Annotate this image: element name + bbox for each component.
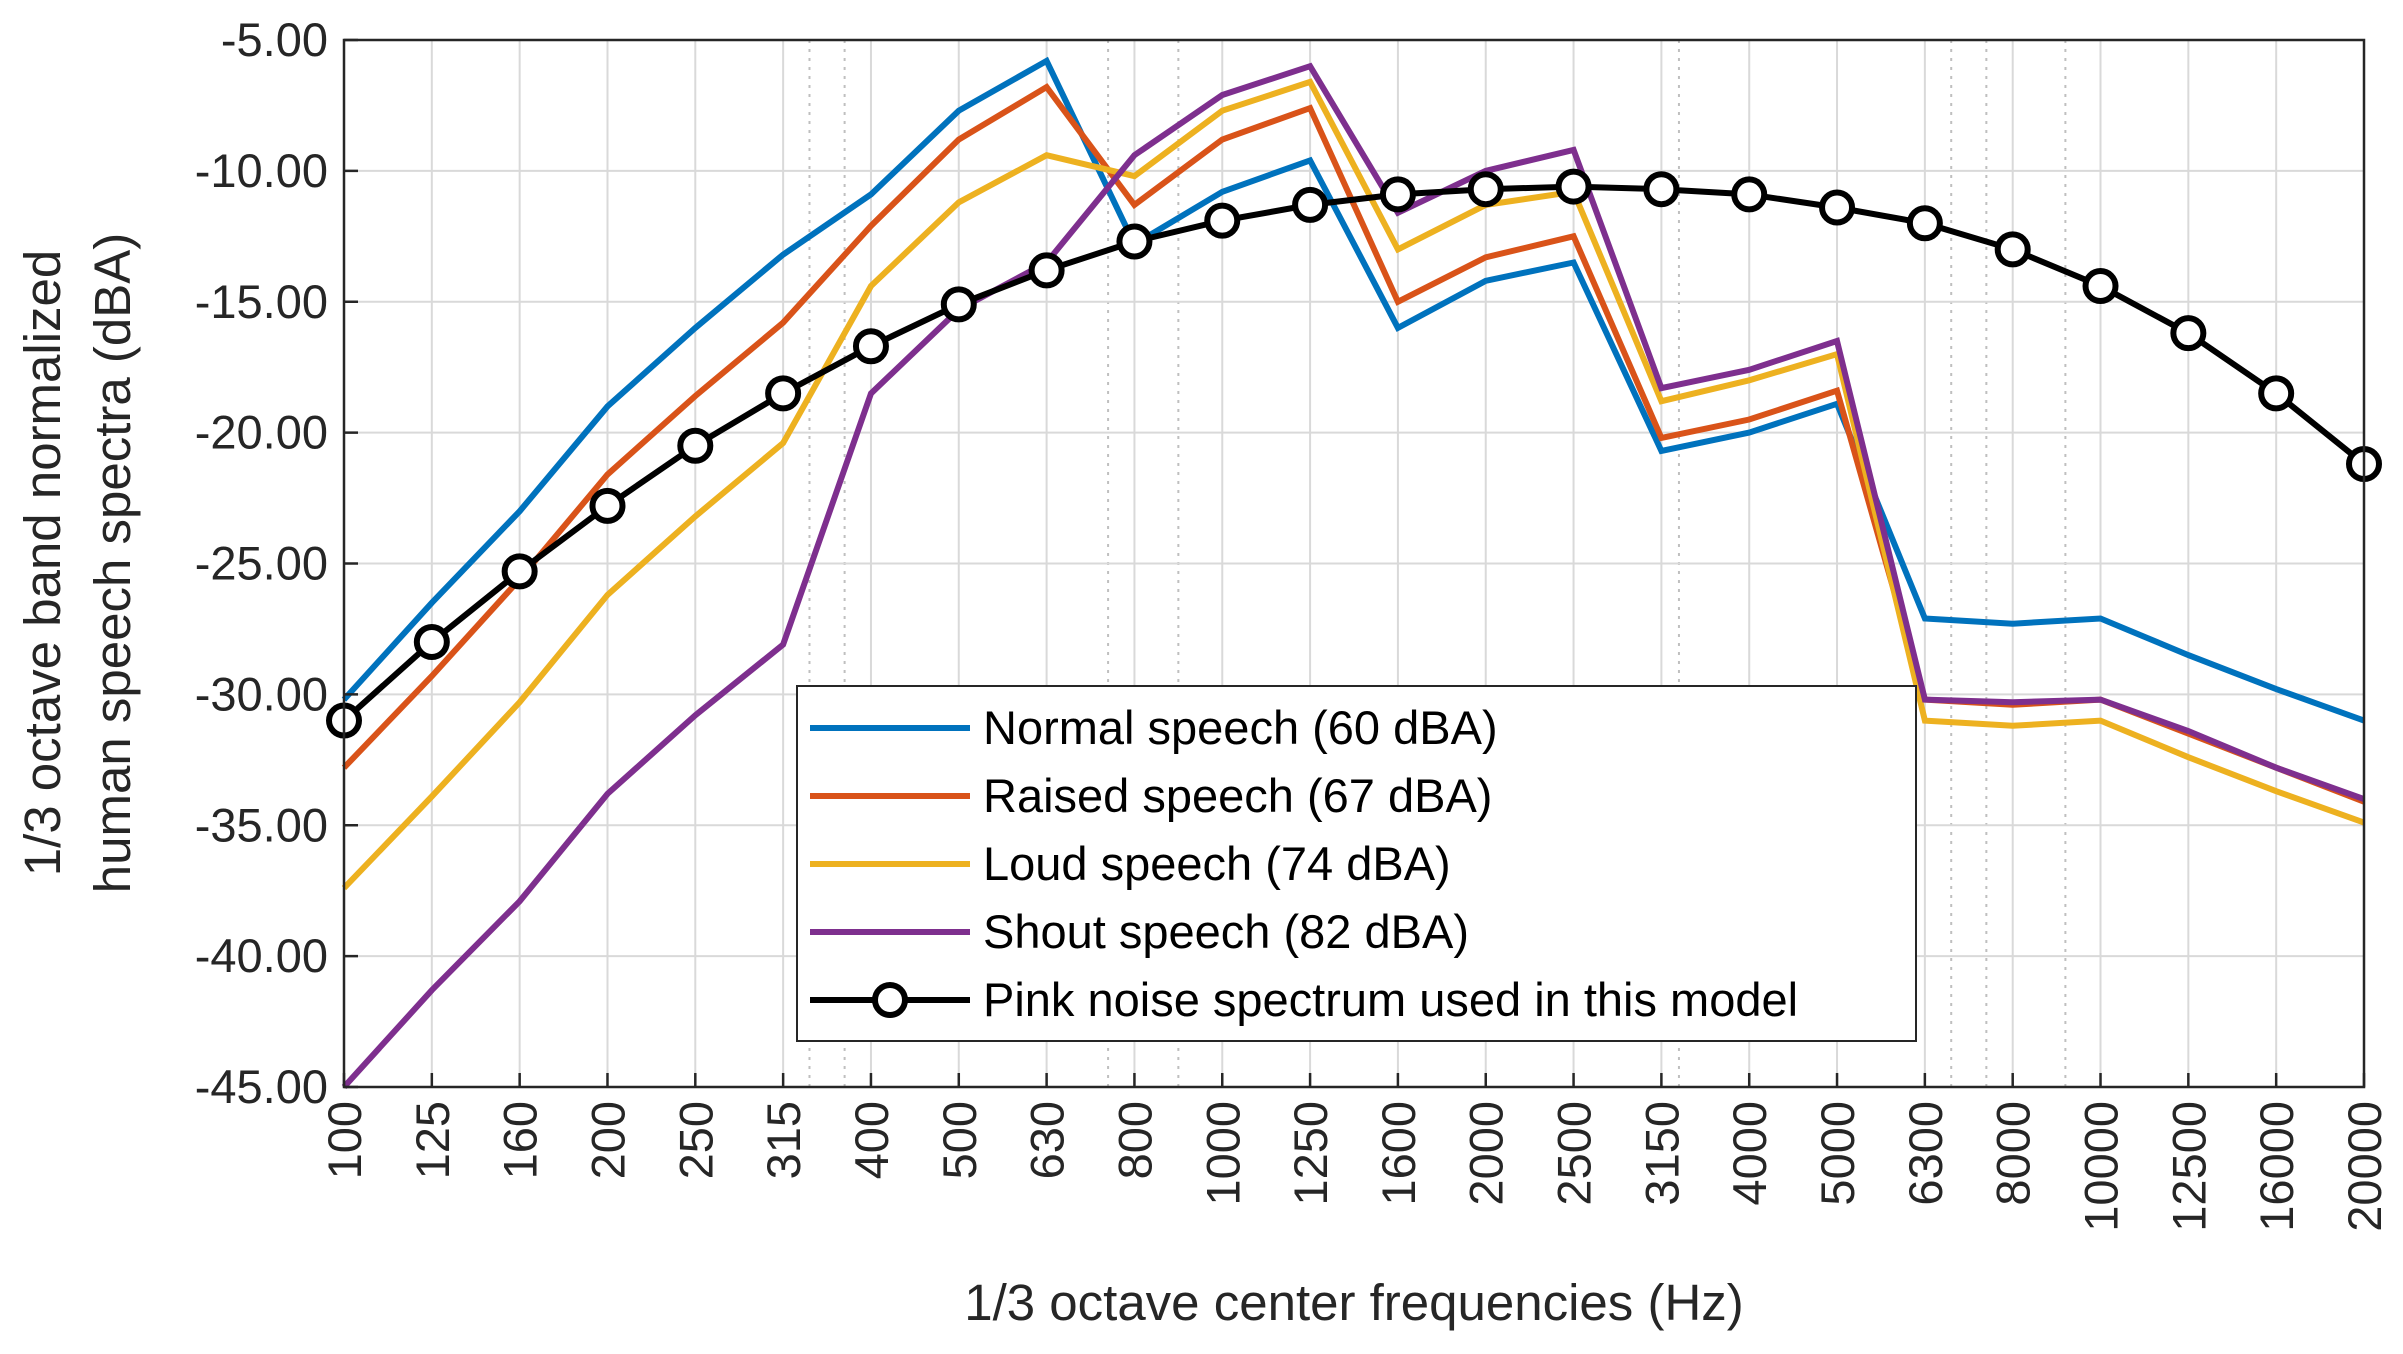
series-point xyxy=(1906,205,1943,242)
series-line-3 xyxy=(341,78,2366,891)
y-tick-label: -40.00 xyxy=(195,929,328,982)
series-point xyxy=(1994,231,2031,268)
y-tick-label: -25.00 xyxy=(195,537,328,590)
x-tick-label: 1250 xyxy=(1284,1101,1337,1206)
series-point xyxy=(1731,176,1768,213)
series-point xyxy=(501,553,538,590)
legend-marker xyxy=(872,982,908,1018)
x-tick-label: 6300 xyxy=(1899,1101,1952,1206)
series-point xyxy=(2258,375,2295,412)
series-point xyxy=(852,328,889,365)
y-axis-label: 1/3 octave band normalized human speech … xyxy=(14,233,141,894)
series-point xyxy=(2170,315,2207,352)
y-tick-label: -15.00 xyxy=(195,275,328,328)
series-point xyxy=(1467,171,1504,208)
x-tick-label: 315 xyxy=(757,1101,810,1179)
series-point xyxy=(1292,186,1329,223)
x-tick-label: 100 xyxy=(318,1101,371,1179)
series-line-1 xyxy=(341,56,2366,724)
legend-box xyxy=(796,685,1917,1042)
legend-label: Loud speech (74 dBA) xyxy=(983,837,1451,890)
y-tick-label: -35.00 xyxy=(195,798,328,851)
series-point xyxy=(1116,223,1153,260)
y-tick-label: -45.00 xyxy=(195,1060,328,1113)
series-point xyxy=(1819,189,1856,226)
series-point xyxy=(2082,268,2119,305)
x-tick-label: 200 xyxy=(581,1101,634,1179)
x-tick-label: 8000 xyxy=(1987,1101,2040,1206)
x-tick-label: 4000 xyxy=(1723,1101,1776,1206)
series-point xyxy=(677,427,714,464)
x-tick-label: 3150 xyxy=(1635,1101,1688,1206)
x-tick-label: 20000 xyxy=(2338,1101,2391,1232)
x-tick-label: 125 xyxy=(406,1101,459,1179)
x-tick-label: 500 xyxy=(933,1101,986,1179)
x-tick-label: 5000 xyxy=(1811,1101,1864,1206)
series-point xyxy=(1643,171,1680,208)
series-point xyxy=(1555,168,1592,205)
series-line-4 xyxy=(341,62,2366,1090)
legend-label: Pink noise spectrum used in this model xyxy=(983,973,1798,1026)
series-point xyxy=(1379,176,1416,213)
x-tick-label: 16000 xyxy=(2250,1101,2303,1232)
series-point xyxy=(589,487,626,524)
y-tick-label: -30.00 xyxy=(195,667,328,720)
x-tick-label: 2000 xyxy=(1460,1101,1513,1206)
legend-label: Normal speech (60 dBA) xyxy=(983,701,1498,754)
x-tick-label: 12500 xyxy=(2162,1101,2215,1232)
x-axis-label: 1/3 octave center frequencies (Hz) xyxy=(964,1274,1744,1331)
x-tick-label: 2500 xyxy=(1548,1101,1601,1206)
x-tick-label: 630 xyxy=(1021,1101,1074,1179)
x-tick-label: 1600 xyxy=(1372,1101,1425,1206)
y-tick-labels: -5.00 -10.00 -15.00 -20.00 -25.00 -30.00 -35.0… xyxy=(195,13,358,1113)
y-tick-label: -5.00 xyxy=(221,13,328,66)
y-tick-label: -10.00 xyxy=(195,144,328,197)
x-tick-label: 1000 xyxy=(1196,1101,1249,1206)
series-point xyxy=(1204,202,1241,239)
series-point xyxy=(413,624,450,661)
x-tick-labels: 100 125 160 200 250 315 400 500 630 800 1000 1250 16… xyxy=(318,1073,2391,1232)
y-tick-label: -20.00 xyxy=(195,406,328,459)
series-point xyxy=(765,375,802,412)
legend-label: Raised speech (67 dBA) xyxy=(983,769,1492,822)
x-tick-label: 160 xyxy=(494,1101,547,1179)
x-tick-label: 250 xyxy=(669,1101,722,1179)
x-tick-label: 400 xyxy=(845,1101,898,1179)
x-tick-label: 800 xyxy=(1108,1101,1161,1179)
legend: Normal speech (60 dBA) Raised speech (67 … xyxy=(796,685,1917,1042)
legend-label: Shout speech (82 dBA) xyxy=(983,905,1469,958)
x-tick-label: 10000 xyxy=(2075,1101,2128,1232)
series-layer xyxy=(326,56,2382,1090)
y-axis-label-line-2: human speech spectra (dBA) xyxy=(84,233,141,894)
series-point xyxy=(940,286,977,323)
y-axis-label-line-1: 1/3 octave band normalized xyxy=(14,250,71,877)
series-point xyxy=(1028,252,1065,289)
